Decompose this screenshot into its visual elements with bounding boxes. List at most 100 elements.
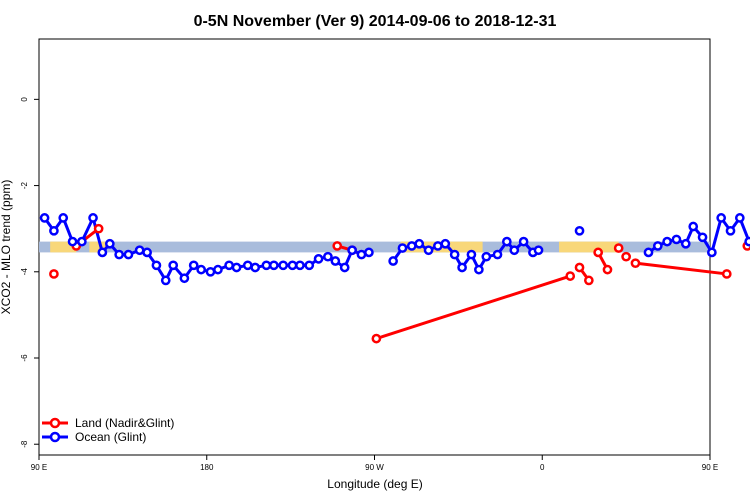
ocean-point (250, 262, 261, 273)
ocean-point (67, 236, 78, 247)
ocean-point (323, 251, 333, 262)
x-tick-label: 180 (200, 463, 214, 472)
ocean-point (347, 245, 357, 256)
x-axis: 90 E 180 90 W 0 90 E (31, 455, 718, 472)
ocean-point (744, 236, 750, 247)
ocean-point (88, 213, 98, 223)
ocean-point (707, 247, 717, 258)
ocean-point (533, 245, 544, 256)
ocean-point (680, 238, 691, 249)
y-tick-label: 0 (20, 97, 29, 102)
ocean-point (688, 221, 699, 232)
land-point (630, 258, 641, 269)
legend-label: Ocean (Glint) (75, 430, 146, 444)
ocean-point (501, 236, 512, 247)
ocean-point (433, 241, 443, 251)
legend-marker (49, 431, 61, 443)
ocean-point (414, 238, 425, 249)
ocean-point (77, 236, 87, 247)
land-point (565, 271, 576, 281)
band-land-span (559, 241, 619, 253)
legend-marker (49, 417, 61, 429)
y-axis-label: XCO2 - MLO trend (ppm) (0, 180, 13, 315)
ocean-point (287, 260, 298, 271)
ocean-point (134, 245, 145, 256)
land-point (593, 247, 604, 258)
land-point (583, 275, 594, 286)
ocean-point (213, 264, 223, 275)
band-land-span (50, 241, 77, 253)
ocean-point (151, 260, 162, 271)
x-tick-label: 90 E (702, 463, 718, 472)
ocean-point (330, 256, 341, 266)
ocean-point (725, 225, 736, 236)
ocean-point (278, 260, 289, 271)
ocean-point (224, 260, 234, 271)
band-ocean (39, 241, 710, 253)
legend: Land (Nadir&Glint)Ocean (Glint) (42, 416, 174, 444)
land-point (371, 333, 382, 344)
ocean-point (104, 238, 115, 249)
ocean-point (205, 266, 216, 277)
ocean-point (49, 225, 59, 236)
ocean-point (406, 241, 417, 251)
band-land-span (89, 241, 107, 253)
land-point (613, 243, 624, 253)
land-point (49, 269, 59, 279)
land-point (602, 264, 613, 275)
ocean-point (697, 232, 708, 243)
x-tick-label: 0 (540, 463, 545, 472)
ocean-point (179, 273, 190, 284)
ocean-point (114, 249, 124, 260)
ocean-point (492, 249, 503, 260)
ocean-point (440, 238, 451, 249)
ocean-point (574, 225, 585, 236)
ocean-point (364, 247, 374, 258)
y-tick-label: -6 (20, 354, 29, 362)
land-point (93, 223, 104, 234)
ocean-point (261, 260, 272, 271)
ocean-point (716, 213, 727, 223)
ocean-point (734, 213, 745, 223)
ocean-point (466, 249, 477, 260)
ocean-point (58, 213, 69, 223)
ocean-point (196, 264, 207, 275)
ocean-point (397, 243, 408, 253)
ocean-point (168, 260, 179, 271)
ocean-point (652, 241, 663, 251)
ocean-point (518, 236, 529, 247)
y-tick-label: -8 (20, 440, 29, 448)
ocean-point (142, 247, 152, 258)
ocean-point (97, 247, 108, 258)
ocean-point (188, 260, 199, 271)
land-series-line (635, 261, 727, 276)
land-point (721, 269, 732, 279)
ocean-point (123, 249, 134, 260)
ocean-series-line (647, 214, 750, 257)
ocean-point (509, 245, 520, 256)
ocean-point (231, 262, 242, 273)
land-point (574, 262, 585, 273)
x-tick-label: 90 E (31, 463, 47, 472)
y-tick-label: -2 (20, 181, 29, 189)
ocean-point (269, 260, 279, 271)
ocean-point (304, 260, 315, 271)
x-tick-label: 90 W (365, 463, 384, 472)
ocean-point (457, 262, 467, 273)
ocean-point (671, 234, 682, 245)
ocean-point (313, 254, 324, 264)
land-point (621, 251, 631, 262)
y-tick-label: -4 (20, 268, 29, 276)
ocean-point (474, 264, 484, 275)
ocean-point (39, 213, 50, 223)
series-layer (39, 213, 750, 344)
ocean-point (388, 256, 398, 266)
land-point (332, 241, 343, 251)
land-series-line (375, 274, 571, 341)
ocean-point (423, 245, 434, 256)
y-axis: 0 -2 -4 -6 -8 (20, 97, 39, 448)
ocean-point (481, 251, 492, 262)
ocean-point (356, 249, 367, 260)
ocean-point (662, 236, 672, 247)
